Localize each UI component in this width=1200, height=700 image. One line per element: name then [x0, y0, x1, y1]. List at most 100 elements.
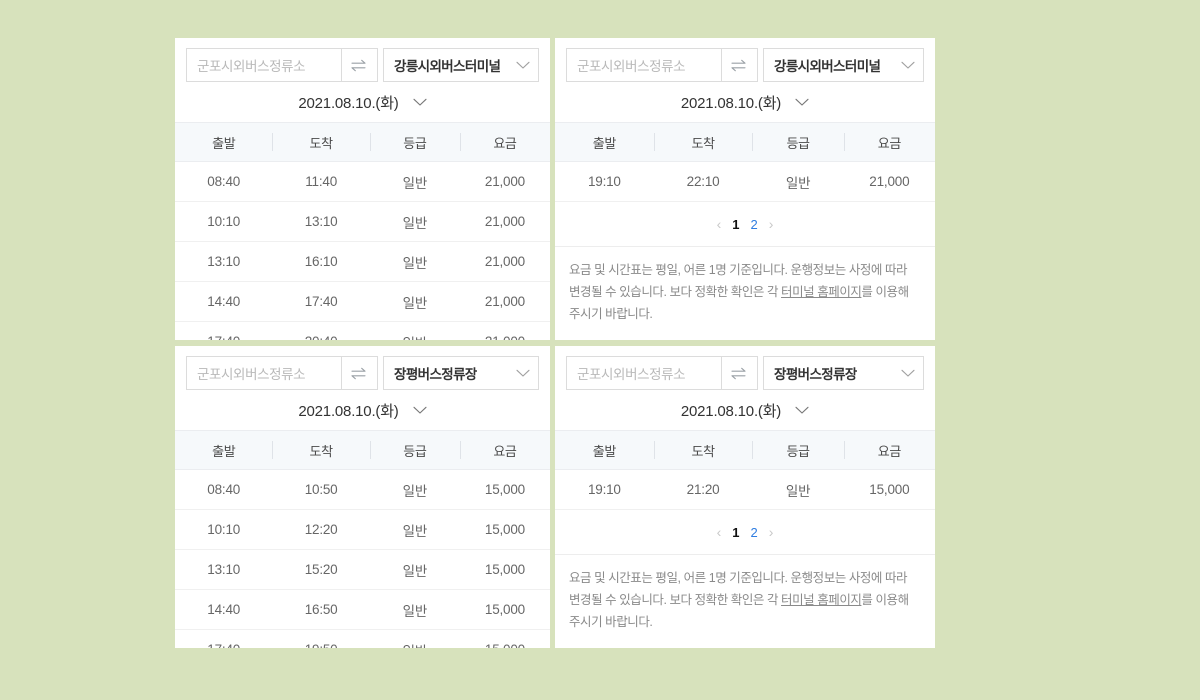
chevron-right-icon[interactable]: › [768, 216, 774, 232]
chevron-left-icon[interactable]: ‹ [716, 216, 722, 232]
cell-grade: 일반 [369, 321, 460, 340]
table-row[interactable]: 14:40 16:50 일반 15,000 [175, 589, 550, 630]
chevron-down-icon [795, 402, 809, 419]
schedule-table: 출발 도착 등급 요금 19:10 21:20 일반 15,000 [555, 430, 935, 510]
chevron-left-icon[interactable]: ‹ [716, 524, 722, 540]
chevron-down-icon [413, 94, 427, 111]
table-row[interactable]: 08:40 11:40 일반 21,000 [175, 161, 550, 202]
cell-arrival: 19:50 [272, 629, 370, 648]
cell-grade: 일반 [752, 161, 844, 202]
cell-fare: 21,000 [459, 201, 550, 242]
destination-label: 강릉시외버스터미널 [394, 59, 501, 74]
date-selector[interactable]: 2021.08.10.(화) [555, 82, 935, 122]
date-selector[interactable]: 2021.08.10.(화) [555, 390, 935, 430]
swap-icon[interactable] [722, 48, 758, 82]
column-header-arrival: 도착 [653, 122, 753, 162]
terminal-homepage-link[interactable]: 터미널 홈페이지 [781, 284, 862, 299]
chevron-right-icon[interactable]: › [768, 524, 774, 540]
column-header-fare: 요금 [459, 122, 550, 162]
cell-arrival: 21:20 [653, 469, 753, 510]
column-header-departure: 출발 [175, 430, 273, 470]
cell-departure: 19:10 [555, 161, 654, 202]
cell-grade: 일반 [369, 469, 460, 510]
table-row[interactable]: 10:10 12:20 일반 15,000 [175, 509, 550, 550]
swap-icon[interactable] [722, 356, 758, 390]
cell-departure: 17:40 [175, 321, 273, 340]
pagination: ‹ 1 2 › [555, 202, 935, 247]
cell-departure: 10:10 [175, 509, 273, 550]
table-row[interactable]: 10:10 13:10 일반 21,000 [175, 201, 550, 242]
cell-arrival: 17:40 [272, 281, 370, 322]
cell-departure: 14:40 [175, 281, 273, 322]
cell-departure: 17:40 [175, 629, 273, 648]
pagination: ‹ 1 2 › [555, 510, 935, 555]
notice-text: 요금 및 시간표는 평일, 어른 1명 기준입니다. 운행정보는 사정에 따라 … [555, 247, 935, 336]
page-button-1[interactable]: 1 [732, 524, 740, 540]
table-row[interactable]: 13:10 15:20 일반 15,000 [175, 549, 550, 590]
chevron-down-icon [413, 402, 427, 419]
date-label: 2021.08.10.(화) [298, 94, 399, 112]
destination-select[interactable]: 강릉시외버스터미널 [763, 48, 924, 82]
table-row[interactable]: 19:10 21:20 일반 15,000 [555, 469, 935, 510]
origin-input[interactable]: 군포시외버스정류소 [566, 48, 722, 82]
page-button-2[interactable]: 2 [750, 524, 758, 540]
destination-select[interactable]: 장평버스정류장 [383, 356, 539, 390]
schedule-panel: 군포시외버스정류소 강릉시외버스터미널 2021.08.10.(화) 출발 도착 등급 요금… [175, 38, 550, 340]
swap-icon[interactable] [342, 48, 378, 82]
cell-arrival: 16:50 [272, 589, 370, 630]
table-row[interactable]: 13:10 16:10 일반 21,000 [175, 241, 550, 282]
page-button-2[interactable]: 2 [750, 216, 758, 232]
cell-fare: 21,000 [459, 241, 550, 282]
column-header-fare: 요금 [843, 430, 935, 470]
cell-arrival: 15:20 [272, 549, 370, 590]
date-selector[interactable]: 2021.08.10.(화) [175, 82, 550, 122]
table-row[interactable]: 19:10 22:10 일반 21,000 [555, 161, 935, 202]
destination-select[interactable]: 강릉시외버스터미널 [383, 48, 539, 82]
page-button-1[interactable]: 1 [732, 216, 740, 232]
table-header-row: 출발 도착 등급 요금 [555, 430, 935, 470]
schedule-panel: 군포시외버스정류소 장평버스정류장 2021.08.10.(화) 출발 도착 등급 요금 19… [555, 346, 935, 648]
table-row[interactable]: 14:40 17:40 일반 21,000 [175, 281, 550, 322]
date-label: 2021.08.10.(화) [680, 402, 782, 420]
cell-fare: 15,000 [459, 509, 550, 550]
date-label: 2021.08.10.(화) [680, 94, 782, 112]
notice-text-part2: 를 이용해 주시기 바랍니다. [569, 592, 909, 629]
cell-grade: 일반 [369, 589, 460, 630]
cell-departure: 14:40 [175, 589, 273, 630]
cell-arrival: 10:50 [272, 469, 370, 510]
column-header-grade: 등급 [369, 122, 460, 162]
cell-grade: 일반 [369, 241, 460, 282]
destination-select[interactable]: 장평버스정류장 [763, 356, 924, 390]
route-search-row: 군포시외버스정류소 장평버스정류장 [175, 346, 550, 390]
cell-grade: 일반 [369, 549, 460, 590]
table-header-row: 출발 도착 등급 요금 [555, 122, 935, 162]
origin-input[interactable]: 군포시외버스정류소 [566, 356, 722, 390]
schedule-panel: 군포시외버스정류소 강릉시외버스터미널 2021.08.10.(화) 출발 도착 등급 요금… [555, 38, 935, 340]
cell-arrival: 12:20 [272, 509, 370, 550]
origin-input[interactable]: 군포시외버스정류소 [186, 356, 342, 390]
swap-icon[interactable] [342, 356, 378, 390]
route-search-row: 군포시외버스정류소 장평버스정류장 [555, 346, 935, 390]
date-selector[interactable]: 2021.08.10.(화) [175, 390, 550, 430]
cell-fare: 15,000 [459, 589, 550, 630]
cell-departure: 08:40 [175, 469, 273, 510]
column-header-fare: 요금 [459, 430, 550, 470]
date-label: 2021.08.10.(화) [298, 402, 399, 420]
cell-fare: 15,000 [843, 469, 935, 510]
chevron-down-icon [516, 58, 530, 73]
cell-fare: 21,000 [843, 161, 935, 202]
cell-departure: 08:40 [175, 161, 273, 202]
chevron-down-icon [516, 366, 530, 381]
notice-text: 요금 및 시간표는 평일, 어른 1명 기준입니다. 운행정보는 사정에 따라 … [555, 555, 935, 644]
chevron-down-icon [901, 58, 915, 73]
cell-arrival: 20:40 [272, 321, 370, 340]
terminal-homepage-link[interactable]: 터미널 홈페이지 [781, 592, 862, 607]
column-header-fare: 요금 [843, 122, 935, 162]
table-row[interactable]: 08:40 10:50 일반 15,000 [175, 469, 550, 510]
schedule-table: 출발 도착 등급 요금 08:40 11:40 일반 21,000 10:10 13:10 일반 21… [175, 122, 550, 340]
origin-input[interactable]: 군포시외버스정류소 [186, 48, 342, 82]
cell-departure: 13:10 [175, 549, 273, 590]
column-header-grade: 등급 [369, 430, 460, 470]
